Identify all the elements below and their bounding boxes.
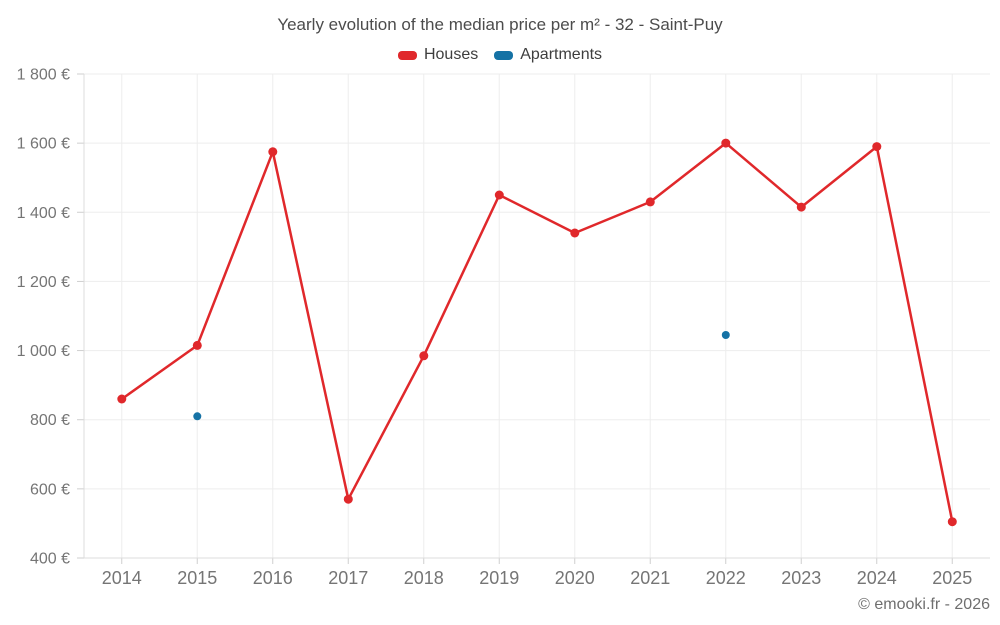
y-tick-label: 400 €: [30, 551, 70, 568]
x-tick-label: 2021: [630, 568, 670, 588]
x-tick-label: 2017: [328, 568, 368, 588]
credit-text: © emooki.fr - 2026: [858, 596, 990, 613]
x-tick-label: 2015: [177, 568, 217, 588]
x-tick-label: 2022: [706, 568, 746, 588]
houses-line: [120, 141, 954, 523]
houses-marker[interactable]: [343, 494, 353, 504]
y-tick-label: 600 €: [30, 481, 70, 498]
y-tick-label: 1 200 €: [17, 274, 70, 291]
x-tick-label: 2019: [479, 568, 519, 588]
y-tick-label: 1 600 €: [17, 136, 70, 153]
houses-marker[interactable]: [796, 202, 806, 212]
legend-item-apartments[interactable]: Apartments: [494, 46, 602, 64]
houses-marker[interactable]: [268, 147, 278, 157]
houses-marker[interactable]: [721, 138, 731, 148]
x-tick-label: 2023: [781, 568, 821, 588]
houses-marker[interactable]: [570, 228, 580, 238]
x-tick-label: 2014: [102, 568, 142, 588]
legend-label: Houses: [423, 46, 479, 63]
houses-marker[interactable]: [872, 142, 882, 152]
legend-swatch-houses: [397, 50, 417, 60]
chart-title: Yearly evolution of the median price per…: [277, 15, 723, 34]
houses-marker[interactable]: [419, 351, 429, 361]
houses-marker[interactable]: [947, 517, 957, 527]
legend: Houses Apartments: [0, 46, 1000, 64]
x-tick-label: 2025: [932, 568, 972, 588]
x-tick-label: 2024: [857, 568, 897, 588]
x-tick-label: 2018: [404, 568, 444, 588]
houses-marker[interactable]: [117, 394, 127, 404]
y-tick-label: 800 €: [30, 412, 70, 429]
x-tick-label: 2016: [253, 568, 293, 588]
y-tick-label: 1 000 €: [17, 343, 70, 360]
legend-label: Apartments: [520, 46, 603, 63]
apartments-marker[interactable]: [721, 331, 730, 339]
legend-swatch-apartments: [494, 50, 514, 60]
houses-marker[interactable]: [494, 190, 504, 200]
apartments-marker[interactable]: [193, 412, 202, 421]
houses-marker[interactable]: [192, 340, 202, 350]
houses-marker[interactable]: [645, 197, 655, 207]
y-tick-label: 1 800 €: [17, 67, 70, 84]
x-tick-label: 2020: [555, 568, 595, 588]
legend-item-houses[interactable]: Houses: [397, 46, 479, 64]
y-tick-label: 1 400 €: [17, 205, 70, 222]
